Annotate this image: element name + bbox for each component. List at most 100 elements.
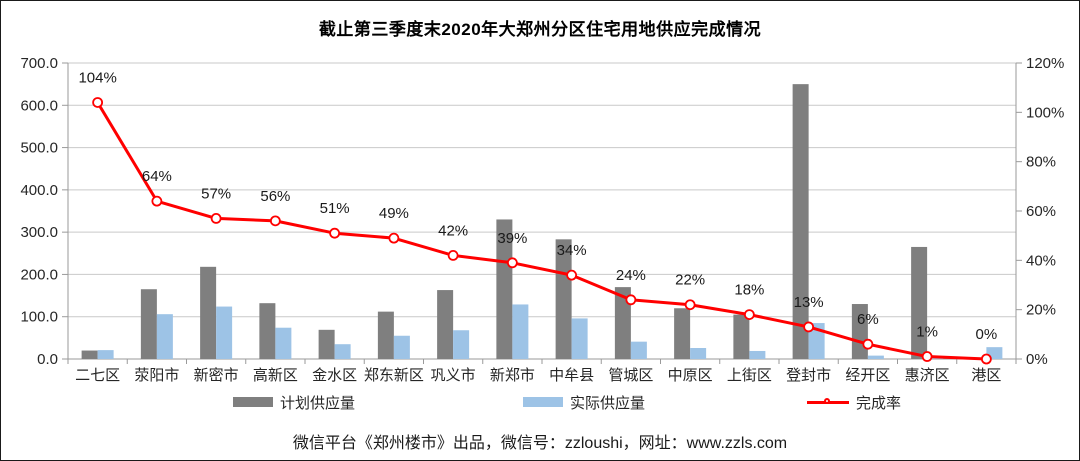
- rate-data-label: 51%: [320, 200, 350, 217]
- category-label: 中牟县: [549, 367, 594, 384]
- rate-data-label: 56%: [260, 188, 290, 205]
- bar-planned: [674, 308, 691, 359]
- bar-actual: [749, 350, 766, 359]
- right-axis-tick-label: 60%: [1026, 203, 1056, 220]
- bar-actual: [216, 306, 233, 359]
- category-label: 中原区: [668, 367, 713, 384]
- bar-planned: [555, 239, 572, 359]
- rate-marker: [388, 232, 400, 244]
- rate-data-label: 1%: [916, 324, 938, 341]
- legend-item-planned: 计划供应量: [233, 392, 355, 412]
- right-axis-tick-label: 100%: [1026, 104, 1064, 121]
- legend-item-actual: 实际供应量: [523, 392, 645, 412]
- rate-marker: [980, 353, 992, 365]
- rate-line-swatch-icon: [807, 397, 849, 407]
- bar-planned: [437, 290, 454, 359]
- category-label: 高新区: [253, 367, 298, 384]
- rate-data-label: 34%: [557, 242, 587, 259]
- rate-marker: [743, 309, 755, 321]
- bar-actual: [334, 344, 351, 359]
- rate-marker: [447, 249, 459, 261]
- bar-planned: [200, 266, 217, 359]
- right-axis-tick-label: 120%: [1026, 55, 1064, 72]
- category-label: 经开区: [845, 367, 890, 384]
- rate-data-label: 13%: [794, 294, 824, 311]
- rate-marker: [92, 97, 104, 108]
- rate-data-label: 64%: [142, 168, 172, 185]
- legend-item-rate: 完成率: [807, 392, 901, 412]
- category-label: 管城区: [608, 367, 653, 384]
- category-label: 惠济区: [905, 367, 950, 384]
- left-axis-tick-label: 0.0: [37, 351, 58, 368]
- legend-label-rate: 完成率: [856, 394, 902, 412]
- rate-data-label: 104%: [78, 69, 116, 86]
- left-axis-tick-label: 700.0: [20, 55, 58, 72]
- category-label: 新密市: [194, 367, 239, 384]
- rate-marker: [862, 338, 874, 350]
- chart-title: 截止第三季度末2020年大郑州分区住宅用地供应完成情况: [318, 20, 762, 39]
- rate-marker: [151, 195, 163, 207]
- rate-data-label: 57%: [201, 185, 231, 202]
- right-axis-tick-label: 40%: [1026, 252, 1056, 269]
- bar-actual: [867, 355, 884, 359]
- bar-actual: [571, 318, 588, 359]
- category-label: 金水区: [312, 367, 357, 384]
- bar-actual: [808, 323, 825, 359]
- actual-bar-swatch-icon: [523, 397, 563, 407]
- category-label: 二七区: [75, 367, 120, 384]
- category-label: 新郑市: [490, 367, 535, 384]
- category-label: 港区: [971, 367, 1001, 384]
- bar-planned: [140, 289, 157, 359]
- bar-actual: [156, 314, 173, 359]
- category-label: 上街区: [727, 367, 772, 384]
- left-axis-tick-label: 400.0: [20, 182, 58, 199]
- rate-marker: [921, 351, 933, 362]
- left-axis-tick-label: 300.0: [20, 224, 58, 241]
- bar-planned: [81, 350, 98, 359]
- rate-data-label: 0%: [976, 326, 998, 343]
- rate-marker: [506, 257, 518, 269]
- rate-data-label: 49%: [379, 205, 409, 222]
- rate-data-label: 6%: [857, 311, 879, 328]
- footer-credit: 微信平台《郑州楼市》出品，微信号：zzloushi，网址：www.zzls.co…: [292, 435, 788, 452]
- planned-bar-swatch-icon: [233, 397, 273, 407]
- rate-marker: [684, 299, 696, 311]
- rate-marker: [210, 212, 222, 224]
- right-axis-tick-label: 0%: [1026, 351, 1048, 368]
- bar-planned: [614, 287, 631, 359]
- rate-data-label: 42%: [438, 222, 468, 239]
- bar-actual: [630, 341, 647, 359]
- bar-actual: [690, 348, 707, 359]
- rate-marker: [566, 269, 578, 281]
- rate-marker: [329, 227, 341, 239]
- bar-planned: [496, 219, 513, 359]
- bar-actual: [97, 350, 114, 359]
- bar-planned: [259, 303, 276, 359]
- rate-data-label: 39%: [497, 230, 527, 247]
- bar-planned: [792, 84, 809, 360]
- bar-planned: [318, 329, 335, 359]
- bar-actual: [512, 304, 529, 359]
- bar-actual: [986, 347, 1003, 359]
- bar-planned: [911, 246, 928, 359]
- bar-planned: [377, 311, 394, 359]
- left-axis-tick-label: 100.0: [20, 309, 58, 326]
- left-axis-tick-label: 600.0: [20, 97, 58, 114]
- chart-legend: 计划供应量 实际供应量 完成率: [1, 392, 1079, 412]
- rate-marker: [803, 321, 815, 333]
- legend-label-actual: 实际供应量: [570, 394, 646, 412]
- rate-marker: [269, 215, 281, 227]
- rate-line: [96, 100, 988, 361]
- left-axis-tick-label: 500.0: [20, 140, 58, 157]
- bar-actual: [453, 330, 470, 359]
- category-label: 巩义市: [431, 367, 476, 384]
- legend-label-planned: 计划供应量: [280, 394, 356, 412]
- category-label: 郑东新区: [364, 367, 424, 384]
- bar-actual: [275, 327, 292, 359]
- left-axis-tick-label: 200.0: [20, 266, 58, 283]
- rate-data-label: 24%: [616, 267, 646, 284]
- rate-data-label: 22%: [675, 272, 705, 289]
- rate-data-label: 18%: [734, 282, 764, 299]
- right-axis-tick-label: 20%: [1026, 302, 1056, 319]
